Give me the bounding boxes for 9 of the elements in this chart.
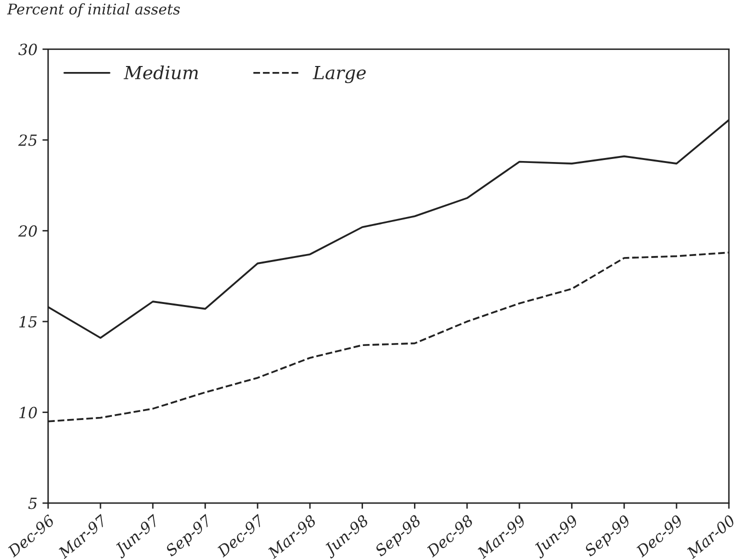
y-tick-label: 25 — [18, 134, 37, 146]
legend-label: Medium — [124, 65, 198, 80]
legend-label: Large — [312, 66, 366, 84]
y-tick-label: 15 — [19, 316, 37, 328]
y-axis-title: Percent of initial assets — [7, 3, 180, 18]
y-tick-label: 20 — [18, 225, 37, 237]
y-tick-label: 5 — [28, 498, 37, 510]
y-tick-label: 10 — [19, 406, 37, 418]
y-tick-label: 30 — [18, 44, 37, 56]
